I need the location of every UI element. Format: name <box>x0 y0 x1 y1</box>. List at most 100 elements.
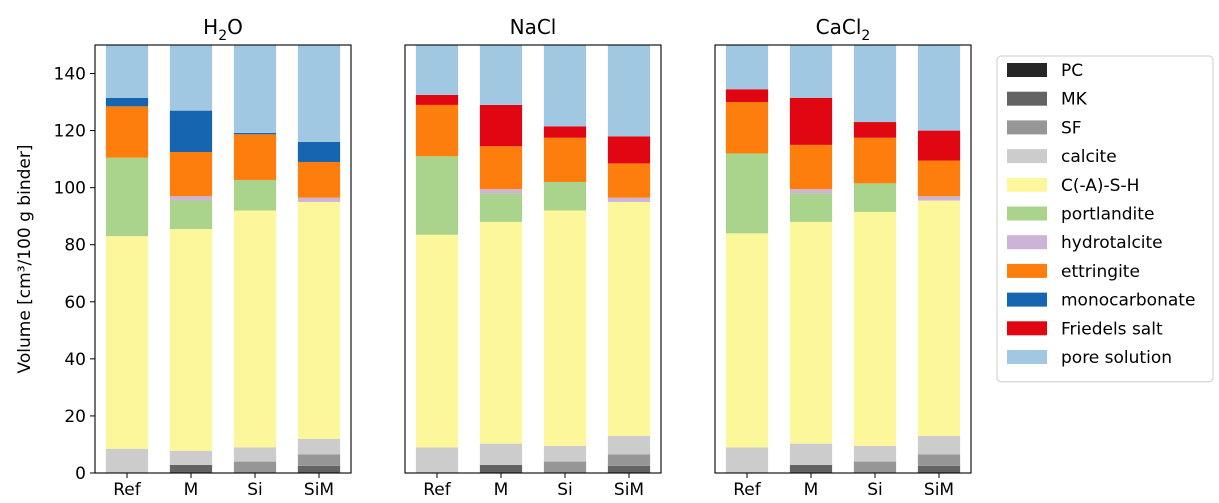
bar-segment-m-friedels-salt <box>789 97 833 145</box>
bar-segment-sim-monocarbonate <box>297 142 341 162</box>
bar-segment-m-c-a-s-h <box>169 229 213 451</box>
bar-segment-si-pore-solution <box>853 45 897 123</box>
legend-swatch <box>1007 149 1047 164</box>
legend-label: monocarbonate <box>1061 291 1195 311</box>
bar-segment-m-hydrotalcite <box>479 189 523 194</box>
bar-segment-si-calcite <box>543 445 587 462</box>
bar-segment-m-c-a-s-h <box>789 221 833 444</box>
bar-segment-m-ettringite <box>479 146 523 190</box>
legend-swatch <box>1007 91 1047 106</box>
bar-segment-si-pore-solution <box>233 45 277 133</box>
x-tick-label: Si <box>867 480 883 500</box>
panel-title: NaCl <box>510 15 557 39</box>
legend-swatch <box>1007 120 1047 135</box>
bar-segment-m-c-a-s-h <box>479 221 523 444</box>
x-tick-label: Ref <box>423 480 452 500</box>
bar-segment-si-ettringite <box>853 137 897 184</box>
legend-swatch <box>1007 350 1047 364</box>
x-tick-label: Ref <box>113 480 142 500</box>
legend-swatch <box>1007 206 1047 221</box>
bar-segment-m-hydrotalcite <box>169 196 213 201</box>
bar-segment-sim-ettringite <box>297 161 341 198</box>
bar-segment-si-ettringite <box>233 134 277 180</box>
bar-segment-sim-c-a-s-h <box>607 201 651 436</box>
legend-swatch <box>1007 177 1047 192</box>
bar-segment-m-pore-solution <box>789 45 833 98</box>
bar-segment-m-mk <box>169 465 213 473</box>
x-tick-label: Ref <box>733 480 762 500</box>
bar-segment-m-pore-solution <box>169 45 213 111</box>
bar-segment-si-sf <box>233 461 277 473</box>
panel-3: Ref M Si SiM CaCl2 <box>714 15 972 500</box>
bar-segment-sim-friedels-salt <box>917 130 961 161</box>
bar-segment-ref-c-a-s-h <box>105 236 149 449</box>
bar-segment-m-mk <box>479 465 523 473</box>
bar-segment-m-friedels-salt <box>479 104 523 147</box>
bar-segment-m-calcite <box>169 450 213 466</box>
bar-segment-si-friedels-salt <box>543 126 587 138</box>
bar-segment-sim-c-a-s-h <box>917 200 961 436</box>
panel-title: H2O <box>203 15 243 44</box>
bar-segment-ref-monocarbonate <box>105 97 149 107</box>
bar-segment-m-ettringite <box>789 144 833 190</box>
panel-2: Ref M Si SiM NaCl <box>404 15 662 500</box>
legend-frame <box>996 55 1214 383</box>
bar-segment-sim-hydrotalcite <box>297 197 341 202</box>
legend-swatch <box>1007 235 1047 250</box>
bar-segment-m-calcite <box>479 443 523 466</box>
y-tick-label: 120 <box>54 122 86 142</box>
bar-segment-sim-mk <box>917 465 961 473</box>
x-tick-label: Si <box>557 480 573 500</box>
bar-segment-ref-pore-solution <box>105 45 149 98</box>
bar-segment-ref-friedels-salt <box>415 94 459 105</box>
bar-segment-m-hydrotalcite <box>789 189 833 194</box>
bar-segment-m-ettringite <box>169 152 213 197</box>
bar-segment-sim-calcite <box>607 435 651 455</box>
bar-segment-ref-c-a-s-h <box>415 234 459 448</box>
bar-segment-m-mk <box>789 465 833 473</box>
bar-segment-sim-sf <box>297 454 341 466</box>
bar-segment-sim-sf <box>607 454 651 466</box>
legend-swatch <box>1007 63 1047 77</box>
legend-swatch <box>1007 263 1047 278</box>
bar-segment-si-portlandite <box>543 181 587 211</box>
y-tick-label: 140 <box>54 65 86 85</box>
bar-segment-ref-ettringite <box>725 102 769 154</box>
bar-segment-ref-ettringite <box>415 104 459 157</box>
legend-label: PC <box>1061 61 1083 81</box>
bar-segment-m-portlandite <box>789 193 833 222</box>
legend-label: MK <box>1061 90 1088 110</box>
bar-segment-sim-calcite <box>917 435 961 455</box>
y-tick-label: 100 <box>54 179 86 199</box>
y-tick-label: 0 <box>75 464 86 484</box>
x-tick-label: SiM <box>614 480 644 500</box>
bar-segment-sim-friedels-salt <box>607 136 651 164</box>
bar-segment-sim-sf <box>917 454 961 466</box>
x-tick-label: M <box>184 480 199 500</box>
y-tick-label: 60 <box>64 293 86 313</box>
bar-segment-si-calcite <box>853 445 897 462</box>
bar-segment-sim-pore-solution <box>297 45 341 143</box>
bar-segment-m-portlandite <box>169 200 213 230</box>
bar-segment-m-calcite <box>789 443 833 466</box>
bar-segment-si-c-a-s-h <box>853 211 897 446</box>
legend-swatch <box>1007 292 1047 307</box>
bar-segment-si-portlandite <box>853 183 897 212</box>
panel-1: Ref M Si SiM H2O 0 20 40 60 80 100 120 140 <box>54 15 352 500</box>
bar-segment-si-c-a-s-h <box>233 210 277 448</box>
bar-segment-ref-calcite <box>415 447 459 473</box>
bar-segment-si-sf <box>853 461 897 473</box>
bar-segment-ref-ettringite <box>105 106 149 158</box>
x-tick-label: Si <box>247 480 263 500</box>
bar-segment-ref-calcite <box>725 447 769 473</box>
legend-label: pore solution <box>1061 348 1172 368</box>
y-tick-label: 20 <box>64 407 86 427</box>
bar-segment-si-portlandite <box>233 179 277 211</box>
bar-segment-sim-ettringite <box>917 160 961 197</box>
bar-segment-si-friedels-salt <box>853 122 897 138</box>
bar-segment-ref-portlandite <box>415 156 459 235</box>
x-tick-label: M <box>804 480 819 500</box>
y-tick-label: 80 <box>64 236 86 256</box>
legend-label: ettringite <box>1061 262 1140 282</box>
